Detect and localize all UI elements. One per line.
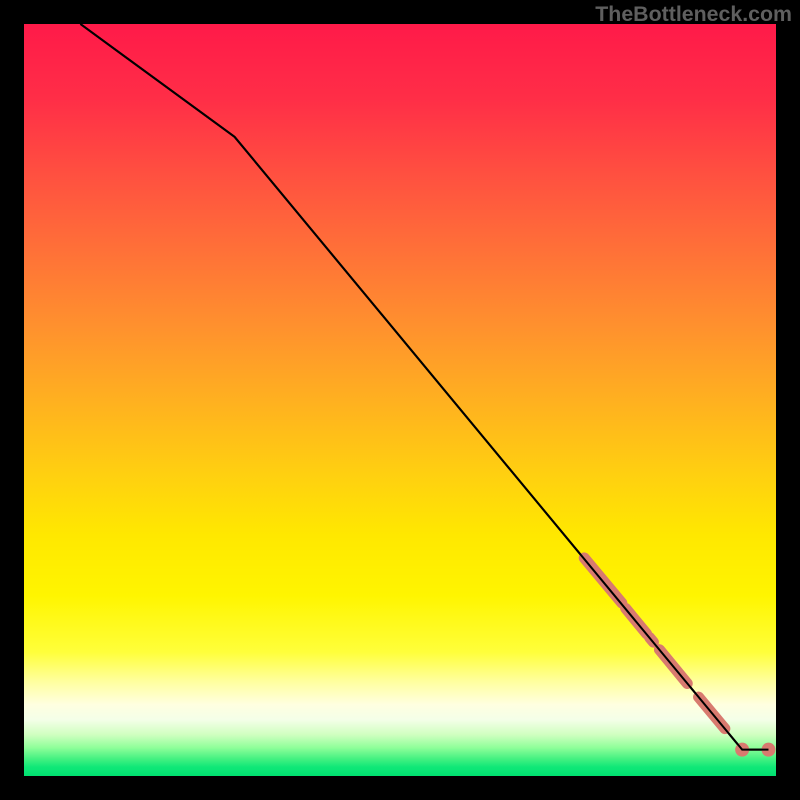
watermark-text: TheBottleneck.com — [595, 2, 792, 27]
chart-container: TheBottleneck.com — [0, 0, 800, 800]
gradient-background — [24, 24, 776, 776]
plot-area — [24, 24, 776, 776]
plot-svg — [24, 24, 776, 776]
